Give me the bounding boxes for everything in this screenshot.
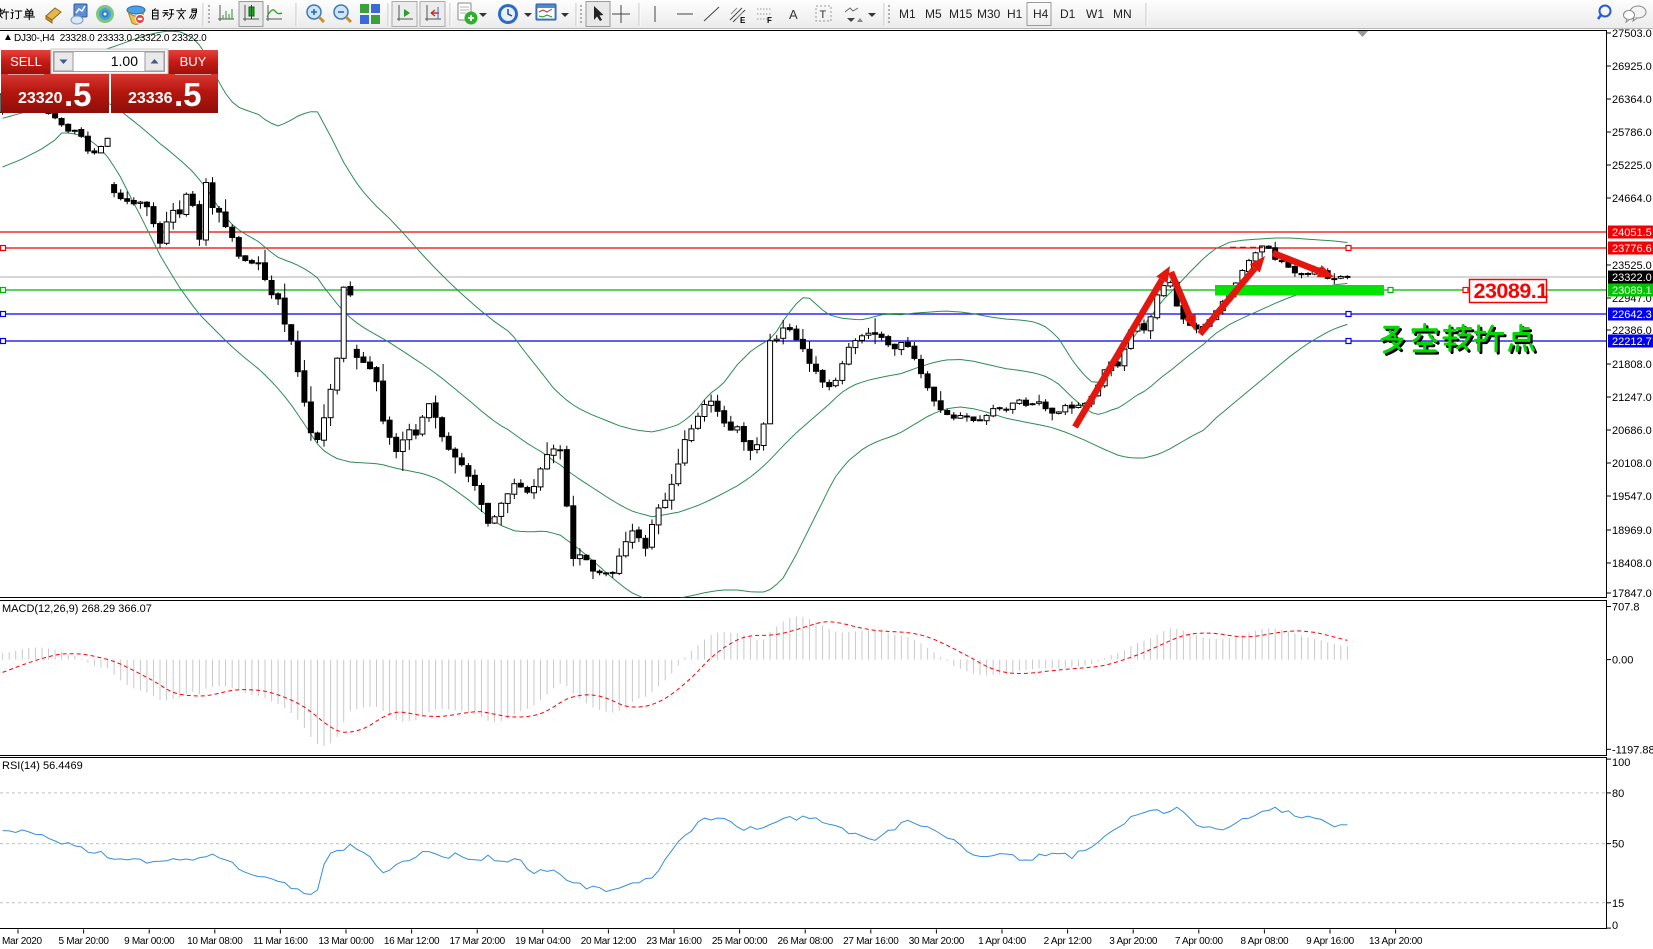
svg-text:0: 0 [1612, 920, 1618, 932]
svg-text:27503.0: 27503.0 [1612, 29, 1652, 40]
svg-text:A: A [789, 7, 798, 22]
svg-text:18408.0: 18408.0 [1612, 558, 1652, 570]
svg-text:26 Mar 08:00: 26 Mar 08:00 [778, 936, 834, 947]
svg-text:25 Mar 00:00: 25 Mar 00:00 [712, 936, 768, 947]
svg-text:20108.0: 20108.0 [1612, 458, 1652, 470]
svg-text:23525.0: 23525.0 [1612, 260, 1652, 272]
svg-text:22386.0: 22386.0 [1612, 325, 1652, 337]
svg-text:-1197.88: -1197.88 [1612, 744, 1653, 756]
svg-text:5 Mar 20:00: 5 Mar 20:00 [59, 936, 110, 947]
svg-text:13 Apr 20:00: 13 Apr 20:00 [1369, 936, 1423, 947]
svg-text:707.8: 707.8 [1612, 602, 1640, 614]
svg-text:M1: M1 [899, 7, 916, 21]
svg-text:23320: 23320 [18, 90, 63, 107]
svg-text:23776.6: 23776.6 [1612, 243, 1652, 255]
svg-text:W1: W1 [1086, 7, 1104, 21]
svg-text:1.00: 1.00 [111, 53, 138, 69]
svg-text:22642.3: 22642.3 [1612, 309, 1652, 321]
svg-text:SELL: SELL [10, 54, 42, 69]
svg-text:RSI(14) 56.4469: RSI(14) 56.4469 [2, 760, 83, 772]
svg-text:.5: .5 [174, 76, 202, 113]
svg-text:M5: M5 [925, 7, 942, 21]
svg-text:8 Apr 08:00: 8 Apr 08:00 [1240, 936, 1289, 947]
svg-text:23089.1: 23089.1 [1612, 285, 1652, 297]
svg-text:▲: ▲ [3, 32, 13, 43]
svg-text:MACD(12,26,9) 268.29 366.07: MACD(12,26,9) 268.29 366.07 [2, 603, 152, 615]
svg-text:21808.0: 21808.0 [1612, 359, 1652, 371]
svg-text:22212.7: 22212.7 [1612, 336, 1652, 348]
svg-text:1 Apr 04:00: 1 Apr 04:00 [978, 936, 1027, 947]
svg-text:4 Mar 2020: 4 Mar 2020 [0, 936, 43, 947]
svg-text:2 Apr 12:00: 2 Apr 12:00 [1044, 936, 1093, 947]
svg-text:17 Mar 20:00: 17 Mar 20:00 [450, 936, 506, 947]
svg-text:19547.0: 19547.0 [1612, 491, 1652, 503]
svg-text:26364.0: 26364.0 [1612, 94, 1652, 106]
svg-text:21247.0: 21247.0 [1612, 392, 1652, 404]
svg-text:9 Mar 00:00: 9 Mar 00:00 [124, 936, 175, 947]
svg-text:17847.0: 17847.0 [1612, 588, 1652, 600]
svg-text:MN: MN [1113, 7, 1132, 21]
svg-text:DJ30-,H4 23328.0 23333.0 2332: DJ30-,H4 23328.0 23333.0 23322.0 23322.0 [14, 33, 207, 44]
svg-text:100: 100 [1612, 757, 1630, 769]
svg-text:F: F [767, 16, 772, 25]
svg-text:3 Apr 20:00: 3 Apr 20:00 [1109, 936, 1158, 947]
svg-text:T: T [820, 9, 827, 21]
svg-text:D1: D1 [1060, 7, 1076, 21]
svg-text:.5: .5 [64, 76, 92, 113]
svg-text:80: 80 [1612, 788, 1624, 800]
svg-text:M30: M30 [977, 7, 1001, 21]
svg-text:16 Mar 12:00: 16 Mar 12:00 [384, 936, 440, 947]
svg-text:24664.0: 24664.0 [1612, 193, 1652, 205]
svg-text:25786.0: 25786.0 [1612, 127, 1652, 139]
svg-text:H1: H1 [1007, 7, 1023, 21]
svg-text:20 Mar 12:00: 20 Mar 12:00 [581, 936, 637, 947]
svg-text:15: 15 [1612, 898, 1624, 910]
svg-text:BUY: BUY [180, 54, 207, 69]
svg-text:30 Mar 20:00: 30 Mar 20:00 [909, 936, 965, 947]
svg-text:10 Mar 08:00: 10 Mar 08:00 [187, 936, 243, 947]
svg-text:25225.0: 25225.0 [1612, 160, 1652, 172]
svg-text:M15: M15 [949, 7, 973, 21]
svg-text:13 Mar 00:00: 13 Mar 00:00 [318, 936, 374, 947]
svg-text:9 Apr 16:00: 9 Apr 16:00 [1306, 936, 1355, 947]
svg-text:26925.0: 26925.0 [1612, 61, 1652, 73]
svg-text:27 Mar 16:00: 27 Mar 16:00 [843, 936, 899, 947]
svg-text:24051.5: 24051.5 [1612, 227, 1652, 239]
svg-text:7 Apr 00:00: 7 Apr 00:00 [1175, 936, 1224, 947]
svg-text:50: 50 [1612, 839, 1624, 851]
svg-text:20686.0: 20686.0 [1612, 425, 1652, 437]
svg-text:23089.1: 23089.1 [1474, 279, 1549, 303]
svg-text:0.00: 0.00 [1612, 655, 1633, 667]
svg-text:H4: H4 [1033, 7, 1049, 21]
svg-text:11 Mar 16:00: 11 Mar 16:00 [253, 936, 308, 947]
svg-text:23336: 23336 [128, 90, 173, 107]
svg-text:23322.0: 23322.0 [1612, 272, 1652, 284]
svg-text:18969.0: 18969.0 [1612, 525, 1652, 537]
svg-text:19 Mar 04:00: 19 Mar 04:00 [515, 936, 571, 947]
svg-text:23 Mar 16:00: 23 Mar 16:00 [646, 936, 702, 947]
svg-text:E: E [740, 16, 746, 25]
